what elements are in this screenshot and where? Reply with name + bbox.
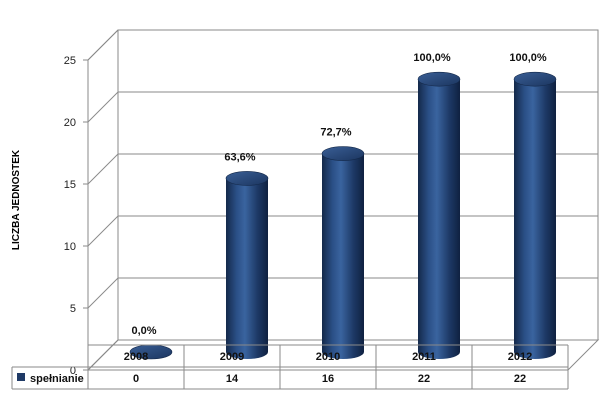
y-tick-label: 15 xyxy=(64,179,76,191)
data-label: 72,7% xyxy=(320,127,351,139)
gridline-side xyxy=(87,215,119,247)
x-category-label: 2009 xyxy=(220,351,244,363)
data-table: spełnianie 2008 0 2009 14 2010 16 2011 22 2012 22 xyxy=(11,344,569,390)
y-tick-label: 20 xyxy=(64,117,76,129)
bar-top xyxy=(225,171,269,186)
y-tick-label: 25 xyxy=(64,55,76,67)
data-label: 0,0% xyxy=(131,325,156,337)
data-label: 100,0% xyxy=(509,52,547,64)
y-tick-label: 0 xyxy=(70,365,76,377)
bar-body xyxy=(226,178,268,359)
bar-body xyxy=(418,79,460,359)
gridline-side xyxy=(87,153,119,185)
bar-body xyxy=(514,79,556,359)
x-category-label: 2011 xyxy=(412,351,436,363)
table-value: 0 xyxy=(133,373,139,385)
data-label: 63,6% xyxy=(224,151,255,163)
table-value: 16 xyxy=(322,373,334,385)
labels-layer: 0,0% 63,6% 72,7% 100,0% 100,0% xyxy=(131,52,546,337)
table-value: 22 xyxy=(418,373,430,385)
floor xyxy=(86,339,600,371)
y-axis-title: LICZBA JEDNOSTEK xyxy=(11,149,22,250)
y-tick-label: 10 xyxy=(64,241,76,253)
bar-body xyxy=(322,153,364,359)
data-label: 100,0% xyxy=(413,52,451,64)
bar-top xyxy=(513,71,557,87)
bar xyxy=(225,171,269,359)
bars-layer xyxy=(129,71,557,360)
x-category-label: 2012 xyxy=(508,351,532,363)
gridline-side xyxy=(87,277,119,309)
bar xyxy=(513,71,557,359)
gridline-side xyxy=(87,29,119,61)
axis-layer: 0 5 10 15 20 25 LICZBA JEDNOSTEK xyxy=(11,55,89,377)
legend-label: spełnianie xyxy=(30,373,84,385)
table-value: 14 xyxy=(226,373,239,385)
legend-swatch xyxy=(17,373,25,381)
y-tick-label: 5 xyxy=(70,303,76,315)
x-category-label: 2010 xyxy=(316,351,340,363)
gridline-side xyxy=(87,91,119,123)
bar-top xyxy=(417,71,461,87)
bar xyxy=(417,71,461,359)
x-category-label: 2008 xyxy=(124,351,148,363)
bar-top xyxy=(321,146,365,161)
table-value: 22 xyxy=(514,373,526,385)
bar xyxy=(321,146,365,359)
